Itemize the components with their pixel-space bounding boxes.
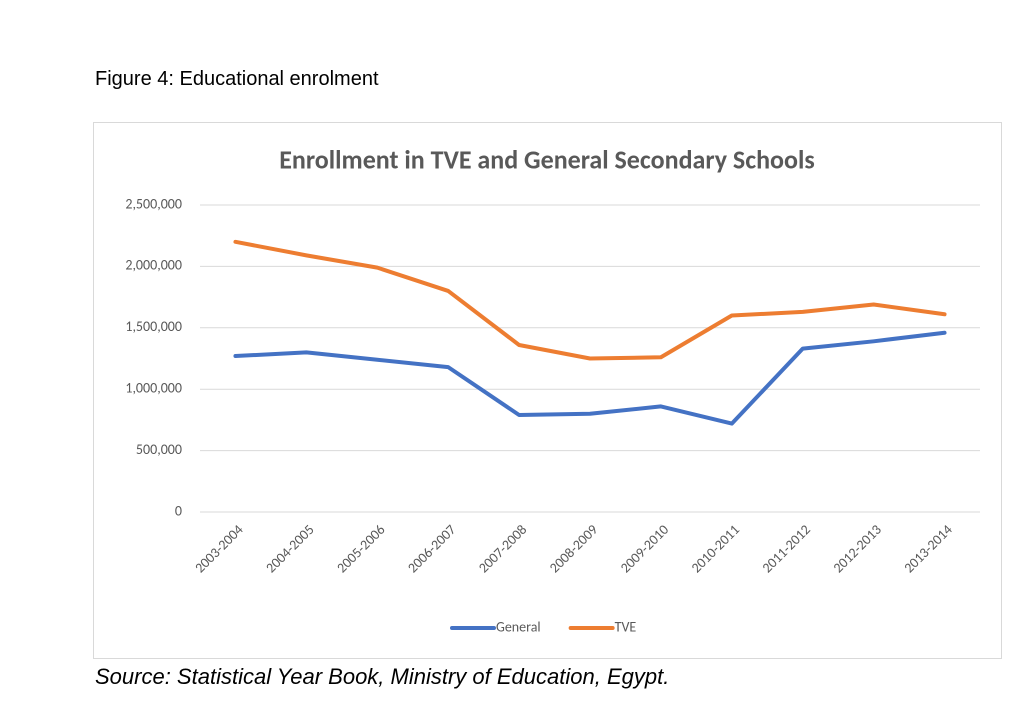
figure-label: Figure 4: Educational enrolment xyxy=(95,68,379,90)
series-line xyxy=(233,239,947,361)
y-tick-label: 0 xyxy=(175,502,182,519)
y-tick-label: 500,000 xyxy=(136,441,182,458)
series-line xyxy=(233,330,947,426)
source-note: Source: Statistical Year Book, Ministry … xyxy=(95,664,670,689)
y-tick-label: 1,500,000 xyxy=(125,318,182,335)
chart-title: Enrollment in TVE and General Secondary … xyxy=(279,143,815,175)
legend-label: TVE xyxy=(615,618,637,635)
y-tick-label: 2,000,000 xyxy=(125,257,182,274)
legend-label: General xyxy=(496,618,541,635)
y-tick-label: 2,500,000 xyxy=(125,195,182,212)
y-tick-label: 1,000,000 xyxy=(125,380,182,397)
chart-frame xyxy=(93,122,1002,659)
